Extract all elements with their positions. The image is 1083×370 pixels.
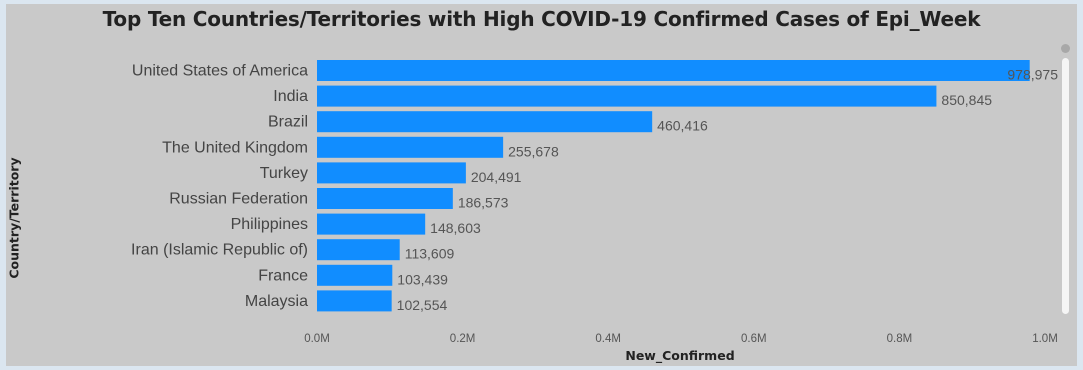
bar-5[interactable]: [317, 188, 453, 209]
bar-8[interactable]: [317, 264, 393, 286]
bar-3[interactable]: [317, 136, 504, 158]
bar-9[interactable]: [317, 290, 392, 312]
scrollbar-thumb[interactable]: [1061, 44, 1070, 53]
category-label-9: Malaysia: [245, 293, 308, 310]
data-label-3: 255,678: [508, 143, 559, 159]
chart-title: Top Ten Countries/Territories with High …: [102, 7, 981, 31]
data-label-4: 204,491: [471, 169, 522, 185]
x-tick-label-1: 0.2M: [450, 333, 476, 345]
bar-1[interactable]: [317, 85, 937, 107]
bar-2[interactable]: [317, 111, 653, 133]
category-label-5: Russian Federation: [169, 191, 308, 208]
x-tick-label-5: 1.0M: [1032, 333, 1058, 345]
data-label-5: 186,573: [458, 195, 509, 211]
category-label-4: Turkey: [260, 165, 308, 182]
x-tick-label-3: 0.6M: [741, 333, 767, 345]
x-axis-label: New_Confirmed: [625, 348, 735, 363]
data-label-9: 102,554: [397, 297, 448, 313]
bar-6[interactable]: [317, 213, 426, 235]
data-label-6: 148,603: [430, 220, 481, 236]
data-label-1: 850,845: [941, 92, 992, 108]
x-tick-label-4: 0.8M: [887, 333, 913, 345]
data-label-0: 978,975: [1007, 67, 1058, 83]
category-label-8: France: [258, 267, 308, 284]
category-label-0: United States of America: [132, 63, 308, 80]
x-tick-label-0: 0.0M: [304, 333, 330, 345]
bar-7[interactable]: [317, 239, 400, 261]
bar-0[interactable]: [317, 60, 1030, 81]
scrollbar-track[interactable]: [1062, 58, 1069, 314]
category-label-3: The United Kingdom: [162, 139, 308, 156]
data-label-2: 460,416: [657, 118, 708, 134]
category-label-6: Philippines: [231, 216, 308, 233]
category-label-2: Brazil: [268, 114, 308, 131]
data-label-7: 113,609: [405, 246, 455, 262]
data-label-8: 103,439: [397, 271, 448, 287]
x-tick-label-2: 0.4M: [595, 333, 621, 345]
category-label-1: India: [273, 88, 308, 105]
bar-4[interactable]: [317, 162, 466, 184]
category-label-7: Iran (Islamic Republic of): [131, 242, 308, 259]
